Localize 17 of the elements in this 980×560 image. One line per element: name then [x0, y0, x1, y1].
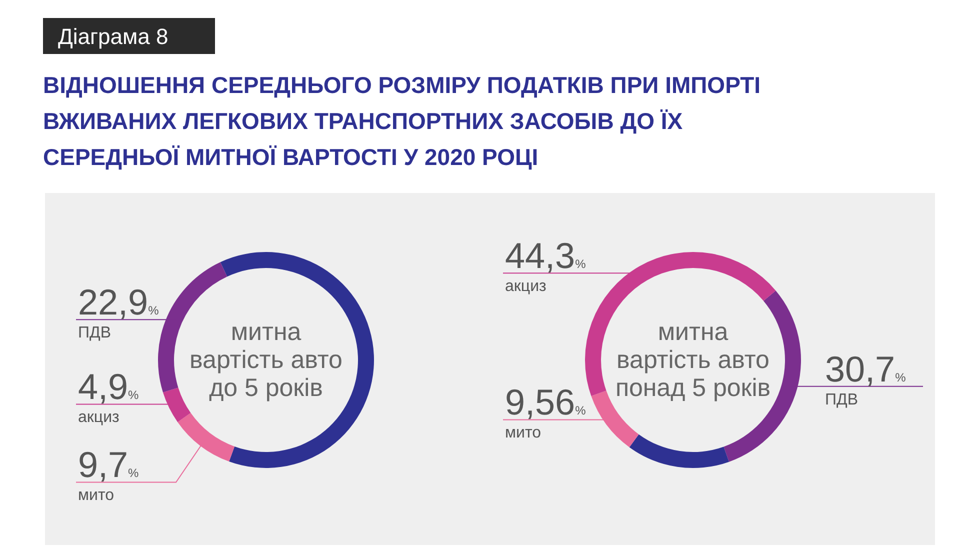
slice-label: ПДВ: [78, 324, 112, 342]
data-label: 9,56%: [505, 382, 586, 423]
text: митна вартість авто до 5 років: [190, 318, 342, 402]
text: митна вартість авто понад 5 років: [615, 318, 771, 402]
slice-label: акциз: [505, 278, 546, 296]
data-label: 9,7%: [78, 444, 140, 486]
slice-label: мито: [505, 424, 542, 442]
chart-title: ВІДНОШЕННЯ СЕРЕДНЬОГО РОЗМІРУ ПОДАТКІВ ПРИ ІМПОРТІ ВЖИВАНИХ ЛЕГКОВИХ ТРАНСПОРТНИХ ЗАСОБІВ ДО ЇХ СЕРЕДНЬОЇ МИТНОЇ ВАРТОСТІ У 2020 РОЦІ: [43, 72, 761, 170]
slice-label: мито: [78, 487, 114, 504]
slice-label: акциз: [78, 409, 120, 426]
data-label: 44,3%: [505, 235, 586, 276]
data-label: 22,9%: [78, 282, 160, 323]
data-label: 30,7%: [825, 348, 906, 390]
data-label: 4,9%: [78, 366, 140, 408]
donut-slice: [629, 434, 730, 468]
slice-label: ПДВ: [825, 391, 858, 408]
text: Діаграма 8: [58, 24, 168, 49]
